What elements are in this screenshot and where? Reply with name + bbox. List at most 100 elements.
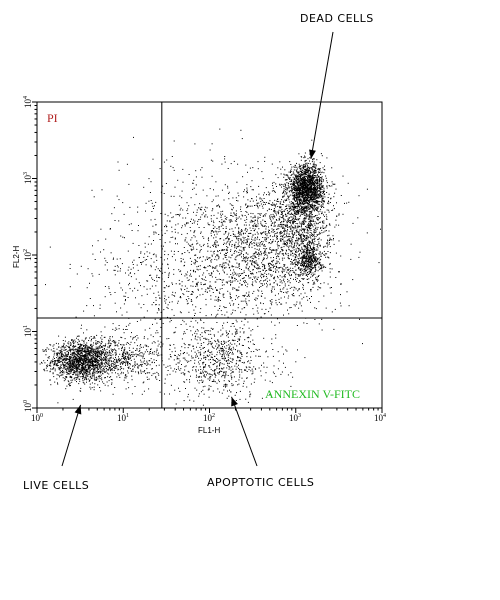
data-point-3084 (289, 161, 291, 163)
data-point-4323 (292, 185, 294, 187)
data-point-2184 (206, 371, 208, 373)
data-point-1275 (72, 353, 74, 355)
data-point-2400 (235, 332, 237, 334)
data-point-2598 (189, 399, 191, 401)
data-point-377 (69, 360, 70, 362)
data-point-3772 (313, 209, 315, 211)
data-point-4051 (299, 181, 301, 183)
data-point-4906 (280, 217, 282, 219)
data-point-1455 (137, 367, 139, 369)
data-point-4456 (278, 209, 280, 211)
data-point-4443 (280, 230, 282, 232)
data-point-3353 (315, 167, 317, 169)
data-point-2780 (289, 181, 291, 182)
data-point-760 (65, 376, 67, 378)
data-point-683 (99, 363, 101, 365)
data-point-3794 (311, 203, 313, 205)
data-point-1388 (120, 361, 122, 363)
data-point-1517 (105, 344, 106, 346)
data-point-2569 (227, 336, 229, 338)
data-point-4598 (317, 210, 318, 212)
data-point-2785 (293, 172, 295, 174)
data-point-4916 (293, 226, 295, 228)
data-point-2517 (197, 376, 199, 378)
data-point-140 (92, 348, 94, 350)
data-point-1282 (56, 360, 58, 362)
data-point-2182 (151, 368, 153, 369)
data-point-506 (78, 355, 80, 357)
data-point-888 (80, 366, 82, 368)
data-point-325 (67, 342, 69, 344)
data-point-978 (39, 363, 41, 365)
data-point-1054 (71, 340, 73, 341)
data-point-3633 (319, 177, 321, 179)
data-point-2345 (204, 331, 205, 333)
data-point-4213 (283, 191, 285, 193)
data-point-531 (53, 344, 55, 346)
data-point-579 (83, 340, 84, 342)
data-point-4716 (308, 243, 310, 245)
data-point-3877 (301, 192, 303, 193)
data-point-82 (90, 377, 92, 379)
data-point-863 (93, 342, 94, 344)
data-point-985 (89, 347, 91, 349)
data-point-3145 (314, 175, 315, 176)
data-point-2840 (319, 205, 321, 207)
data-point-303 (91, 374, 93, 376)
data-point-2390 (248, 366, 250, 368)
data-point-4079 (291, 185, 293, 187)
data-point-4309 (317, 172, 319, 174)
data-point-4224 (326, 216, 328, 218)
data-point-1438 (81, 339, 83, 341)
data-point-1714 (100, 352, 102, 354)
data-point-3321 (299, 180, 301, 181)
data-point-1867 (136, 363, 138, 365)
data-point-1594 (124, 361, 126, 363)
data-point-2388 (218, 345, 220, 347)
data-point-2051 (195, 356, 197, 358)
data-point-3219 (287, 195, 288, 197)
data-point-1550 (84, 360, 86, 362)
data-point-2011 (116, 344, 118, 346)
data-point-4100 (295, 179, 297, 181)
data-point-4334 (314, 170, 316, 172)
data-point-3854 (314, 204, 316, 206)
data-point-3361 (285, 205, 287, 207)
data-point-4013 (286, 191, 288, 193)
data-point-2355 (217, 347, 219, 348)
data-point-646 (49, 344, 51, 346)
data-point-4173 (311, 204, 313, 206)
data-point-4313 (302, 184, 304, 186)
data-point-1078 (90, 350, 92, 351)
data-point-1095 (79, 353, 81, 355)
data-point-3501 (301, 177, 303, 179)
data-point-1188 (69, 358, 71, 359)
data-point-2394 (195, 376, 197, 378)
data-point-1136 (73, 366, 75, 368)
data-point-1889 (132, 355, 134, 357)
data-point-1168 (88, 358, 90, 360)
data-point-4504 (316, 189, 318, 191)
data-point-1757 (56, 354, 58, 356)
data-point-4904 (298, 195, 300, 197)
data-point-542 (124, 347, 126, 349)
data-point-687 (72, 355, 74, 356)
data-point-1687 (155, 351, 157, 353)
data-point-1937 (78, 349, 80, 351)
data-point-372 (97, 346, 99, 348)
data-point-648 (83, 344, 84, 346)
data-point-4324 (309, 204, 311, 205)
data-point-1389 (104, 349, 106, 351)
data-point-4162 (298, 171, 300, 173)
data-point-1432 (86, 354, 88, 356)
data-point-1252 (53, 368, 55, 370)
data-point-4274 (314, 200, 316, 202)
data-point-4472 (286, 210, 288, 212)
data-point-2431 (194, 362, 196, 364)
data-point-403 (65, 371, 67, 373)
data-point-3871 (318, 194, 320, 196)
data-point-4046 (300, 200, 302, 202)
data-point-2269 (203, 357, 204, 359)
data-point-653 (49, 363, 51, 365)
data-point-3572 (307, 181, 308, 183)
